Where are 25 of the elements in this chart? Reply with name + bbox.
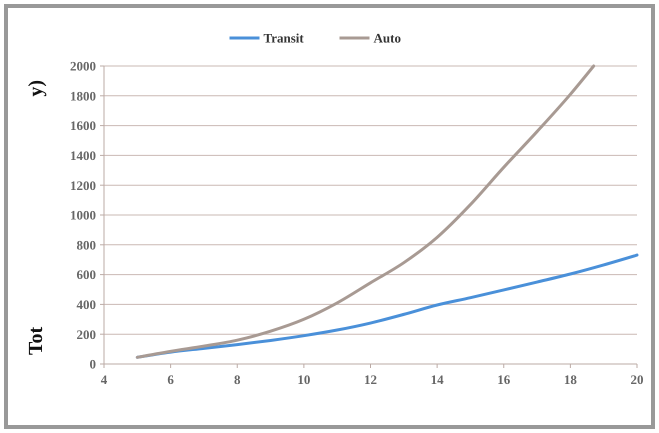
text: Tot bbox=[25, 326, 47, 355]
text: y) bbox=[25, 80, 47, 97]
x-tick-label: 14 bbox=[430, 372, 444, 387]
x-tick-label: 12 bbox=[364, 372, 377, 387]
legend-label: Auto bbox=[374, 30, 401, 46]
y-tick-label: 1000 bbox=[70, 208, 96, 223]
y-tick-label: 1200 bbox=[70, 178, 96, 193]
y-tick-label: 800 bbox=[76, 237, 96, 252]
x-tick-label: 20 bbox=[630, 372, 644, 387]
y-tick-label: 1400 bbox=[70, 148, 96, 163]
legend-label: Transit bbox=[264, 30, 304, 46]
x-tick-label: 4 bbox=[100, 372, 108, 387]
y-tick-label: 1800 bbox=[70, 88, 96, 104]
y-tick-label: 1600 bbox=[70, 118, 96, 134]
x-tick-label: 18 bbox=[564, 372, 578, 387]
x-tick-label: 10 bbox=[297, 372, 310, 387]
y-tick-label: 400 bbox=[76, 296, 96, 312]
x-tick-label: 8 bbox=[234, 372, 241, 387]
y-tick-label: 0 bbox=[90, 356, 96, 372]
y-tick-label: 2000 bbox=[70, 58, 96, 74]
x-tick-label: 16 bbox=[497, 372, 511, 387]
line-series bbox=[136, 64, 596, 359]
x-tick-label: 6 bbox=[167, 372, 174, 387]
y-tick-label: 200 bbox=[76, 326, 96, 342]
y-tick-label: 600 bbox=[76, 267, 96, 282]
